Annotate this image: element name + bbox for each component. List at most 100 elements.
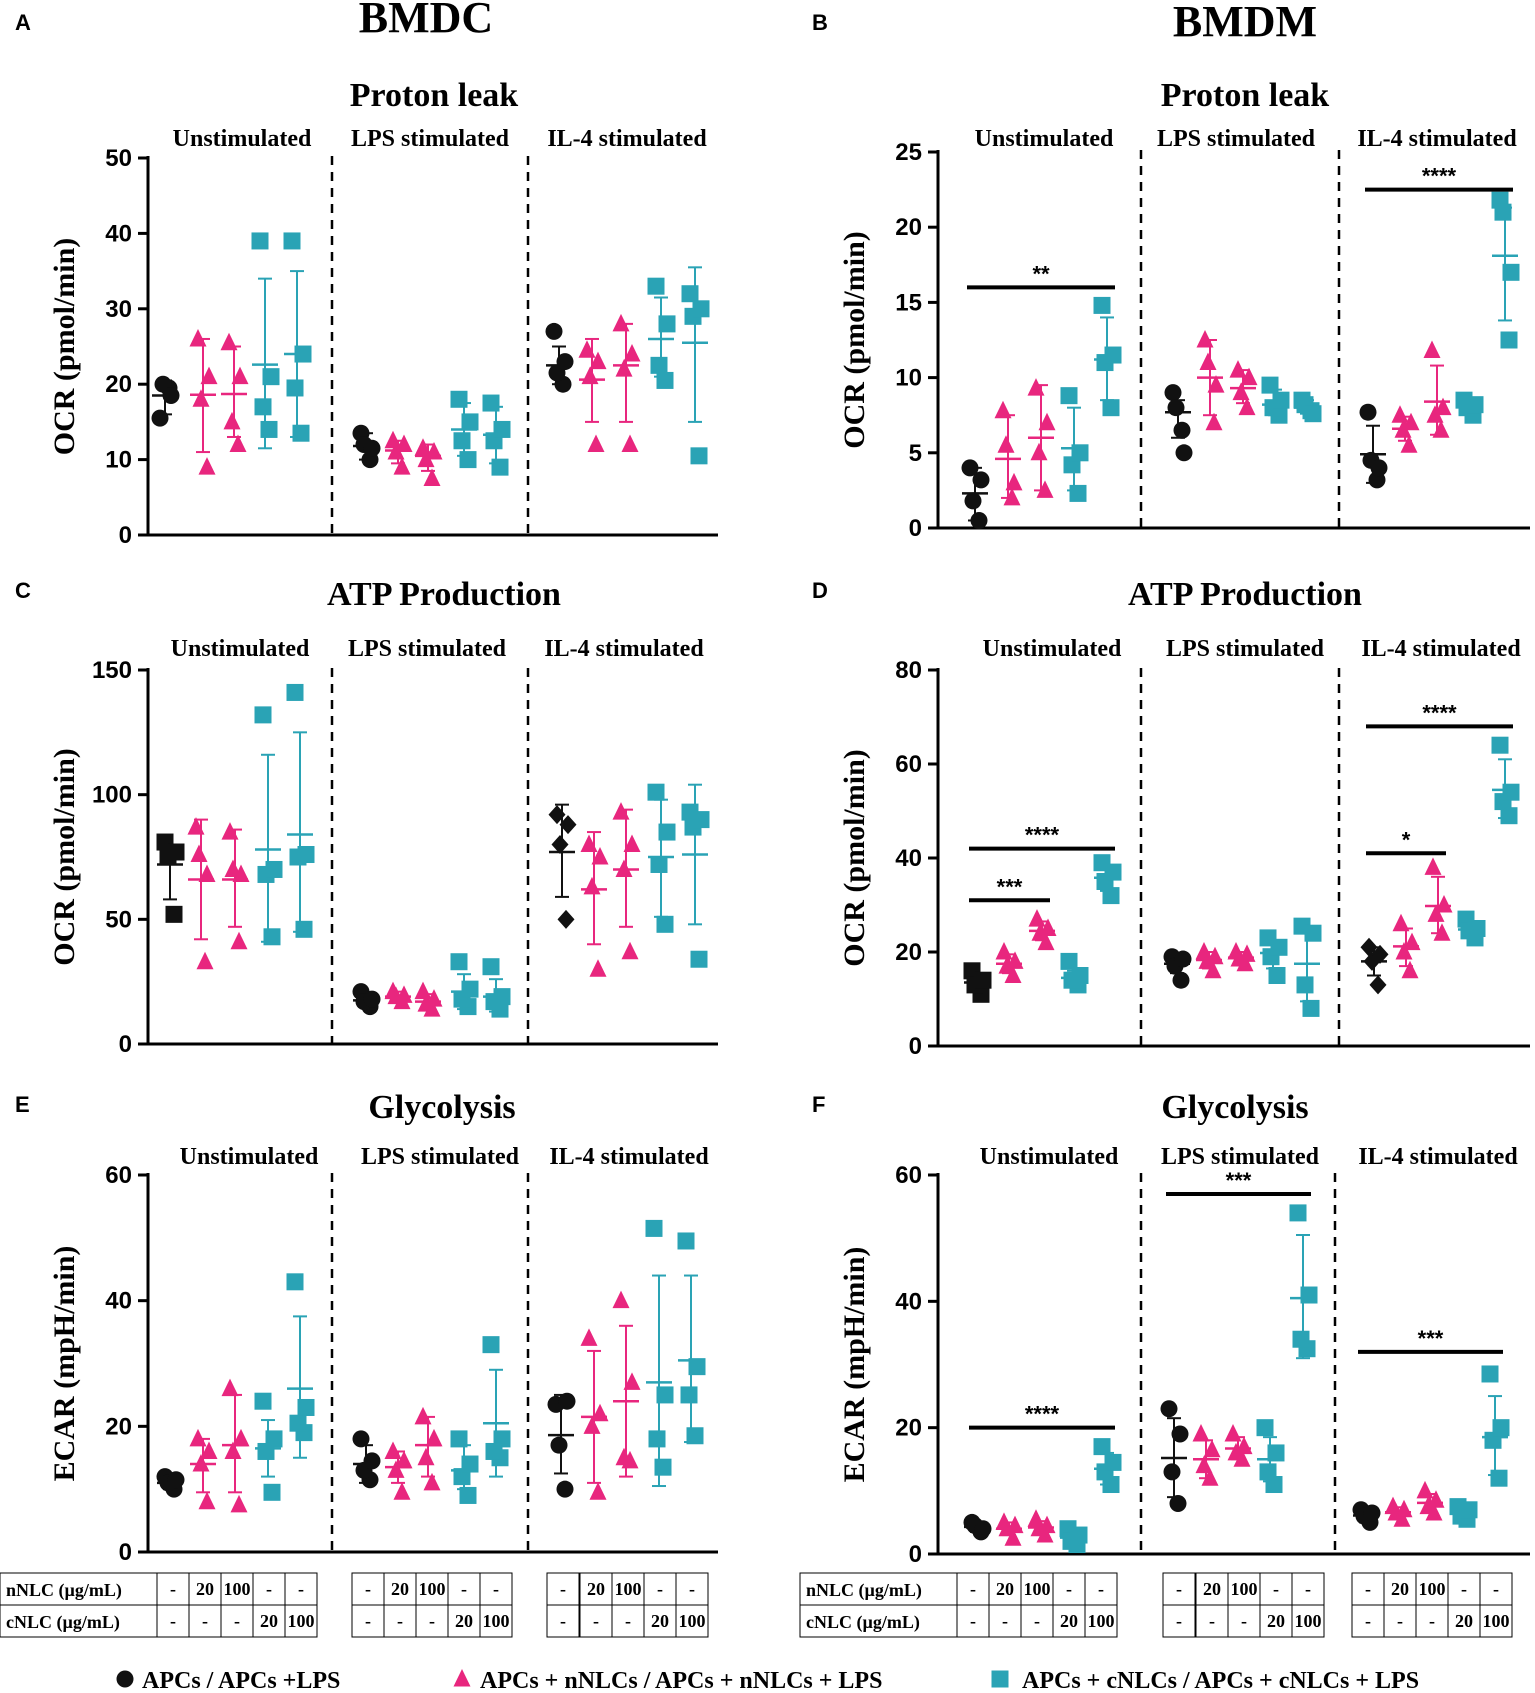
data-point	[1206, 946, 1224, 965]
group-unstimulated: Unstimulated	[963, 1144, 1122, 1554]
series-nnlc-20	[580, 831, 609, 977]
data-point	[461, 1455, 479, 1473]
data-point	[200, 366, 218, 385]
data-point	[198, 1491, 216, 1510]
data-point	[1304, 405, 1322, 423]
series-nnlc-20	[1196, 330, 1225, 431]
table-cell-value: 100	[1295, 1611, 1322, 1631]
data-point	[612, 1290, 630, 1309]
data-point	[615, 859, 633, 877]
data-point	[1102, 887, 1120, 905]
y-tick-label: 25	[895, 139, 922, 166]
series-nnlc-20	[1392, 913, 1421, 979]
table-cell-value: 100	[1483, 1611, 1510, 1631]
data-point	[974, 1520, 992, 1538]
data-point	[1171, 1425, 1189, 1443]
table-cell-value: -	[625, 1611, 631, 1631]
data-point	[387, 1460, 405, 1478]
y-axis-label: OCR (pmol/min)	[838, 231, 871, 449]
data-point	[964, 492, 982, 510]
series-cnlc-100	[482, 1336, 511, 1478]
y-tick-label: 0	[909, 515, 922, 542]
data-point	[1232, 382, 1250, 401]
y-tick-label: 50	[105, 145, 132, 172]
data-point	[254, 398, 272, 416]
data-point	[1036, 480, 1054, 498]
table-cell-value: -	[397, 1611, 403, 1631]
data-point	[1395, 1499, 1413, 1518]
series-apcs	[352, 424, 381, 469]
y-tick-label: 80	[895, 657, 922, 684]
data-point	[558, 1392, 576, 1410]
y-tick-label: 0	[909, 1033, 922, 1060]
data-point	[200, 1441, 218, 1459]
data-point	[1195, 942, 1213, 960]
series-nnlc-20	[384, 430, 413, 475]
table-cell	[1084, 1604, 1118, 1638]
data-point	[263, 928, 281, 946]
data-point	[393, 457, 411, 475]
data-point	[450, 953, 468, 971]
series-nnlc-100	[221, 822, 250, 950]
data-point	[384, 1441, 402, 1459]
series-nnlc-100	[1027, 1509, 1056, 1543]
data-point	[1491, 736, 1509, 754]
series-cnlc-100	[1293, 917, 1322, 1017]
data-point	[557, 909, 575, 929]
series-cnlc-100	[1491, 736, 1520, 825]
series-nnlc-20	[384, 981, 413, 1010]
series-cnlc-20	[1256, 1419, 1285, 1494]
data-point	[1268, 967, 1286, 984]
table-cell-value: 100	[288, 1611, 315, 1631]
group-il-4-stimulated: IL-4 stimulated	[1357, 126, 1520, 489]
table-cell-value: -	[657, 1579, 663, 1599]
data-point	[690, 950, 708, 968]
data-point	[1500, 331, 1518, 349]
group-lps-stimulated: LPS stimulated	[352, 1144, 520, 1504]
data-point	[1102, 399, 1120, 417]
data-point	[286, 379, 304, 397]
column-title-bmdm: BMDM	[1173, 0, 1317, 46]
table-cell-value: -	[1273, 1579, 1279, 1599]
y-tick-label: 50	[105, 906, 132, 933]
chart-title: ATP Production	[327, 576, 561, 613]
data-point	[1500, 807, 1518, 825]
data-point	[262, 368, 280, 386]
data-point	[1028, 909, 1046, 927]
data-point	[393, 1482, 411, 1500]
y-axis-label: OCR (pmol/min)	[838, 749, 871, 967]
table-cell-value: 20	[651, 1611, 669, 1631]
series-cnlc-100	[286, 1273, 315, 1459]
y-tick-label: 10	[895, 365, 922, 392]
group-title: LPS stimulated	[1161, 1144, 1320, 1170]
data-point	[363, 1452, 381, 1470]
table-cell-value: -	[1066, 1579, 1072, 1599]
data-point	[1270, 938, 1288, 956]
table-cell-value: -	[170, 1579, 176, 1599]
series-cnlc-20	[1059, 1520, 1088, 1554]
data-point	[224, 1441, 242, 1459]
series-apcs	[1352, 1501, 1381, 1531]
series-apcs	[156, 1468, 185, 1498]
data-point	[1195, 1455, 1213, 1474]
table-cell-value: 100	[1024, 1579, 1051, 1599]
y-tick-label: 5	[909, 440, 922, 467]
chart-title: Proton leak	[1161, 77, 1330, 114]
legend-triangle-icon	[453, 1669, 471, 1687]
data-point	[1038, 412, 1056, 431]
data-point	[1104, 346, 1122, 364]
data-point	[221, 1378, 239, 1397]
data-point	[580, 1328, 598, 1346]
table-cell	[1479, 1604, 1513, 1638]
table-cell	[479, 1604, 513, 1638]
data-point	[1169, 1494, 1187, 1512]
series-apcs	[1163, 948, 1192, 989]
series-cnlc-100	[482, 394, 511, 476]
y-tick-label: 100	[92, 782, 132, 809]
data-point	[1038, 1515, 1056, 1534]
table-cell-value: 100	[1088, 1611, 1115, 1631]
data-point	[1167, 399, 1185, 417]
group-title: LPS stimulated	[361, 1144, 520, 1170]
data-point	[589, 1482, 607, 1500]
